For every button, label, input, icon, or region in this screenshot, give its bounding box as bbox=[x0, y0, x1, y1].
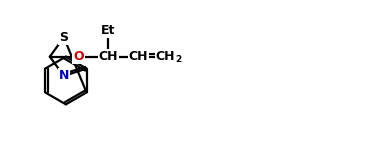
Text: CH: CH bbox=[99, 50, 118, 63]
Text: Et: Et bbox=[101, 24, 116, 37]
Text: S: S bbox=[59, 31, 68, 44]
Text: CH: CH bbox=[156, 50, 175, 63]
Text: O: O bbox=[73, 50, 84, 63]
Text: CH: CH bbox=[129, 50, 148, 63]
Text: 2: 2 bbox=[175, 55, 181, 64]
Text: N: N bbox=[59, 69, 69, 82]
